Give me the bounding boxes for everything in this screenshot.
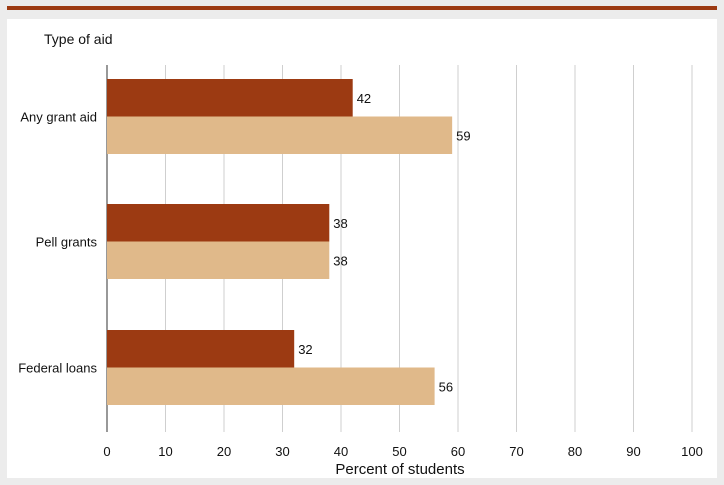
x-tick-label: 90 (626, 444, 640, 459)
x-tick-label: 0 (103, 444, 110, 459)
x-tick-label: 30 (275, 444, 289, 459)
bar (107, 367, 435, 405)
x-tick-labels: 0 10 20 30 40 50 60 70 80 90 100 (103, 444, 702, 459)
x-tick-label: 100 (681, 444, 703, 459)
x-tick-label: 50 (392, 444, 406, 459)
data-label: 38 (333, 216, 347, 231)
bar (107, 241, 330, 279)
data-label: 42 (357, 91, 371, 106)
bar (107, 116, 453, 154)
x-tick-label: 10 (158, 444, 172, 459)
bars (107, 79, 453, 405)
x-tick-label: 80 (568, 444, 582, 459)
x-axis-title: Percent of students (335, 461, 464, 478)
bar (107, 204, 330, 242)
category-label: Pell grants (36, 235, 98, 250)
bar (107, 330, 295, 368)
x-tick-label: 60 (451, 444, 465, 459)
top-rule (7, 6, 717, 10)
data-labels: 42 59 38 38 32 56 (298, 91, 470, 395)
x-tick-label: 20 (217, 444, 231, 459)
data-label: 59 (456, 128, 470, 143)
y-axis-title: Type of aid (44, 31, 113, 47)
category-label: Federal loans (18, 361, 97, 376)
data-label: 32 (298, 342, 312, 357)
data-label: 38 (333, 253, 347, 268)
category-labels: Any grant aid Pell grants Federal loans (18, 110, 97, 376)
x-tick-label: 40 (334, 444, 348, 459)
data-label: 56 (439, 379, 453, 394)
bar (107, 79, 353, 117)
x-tick-label: 70 (509, 444, 523, 459)
category-label: Any grant aid (20, 110, 97, 125)
